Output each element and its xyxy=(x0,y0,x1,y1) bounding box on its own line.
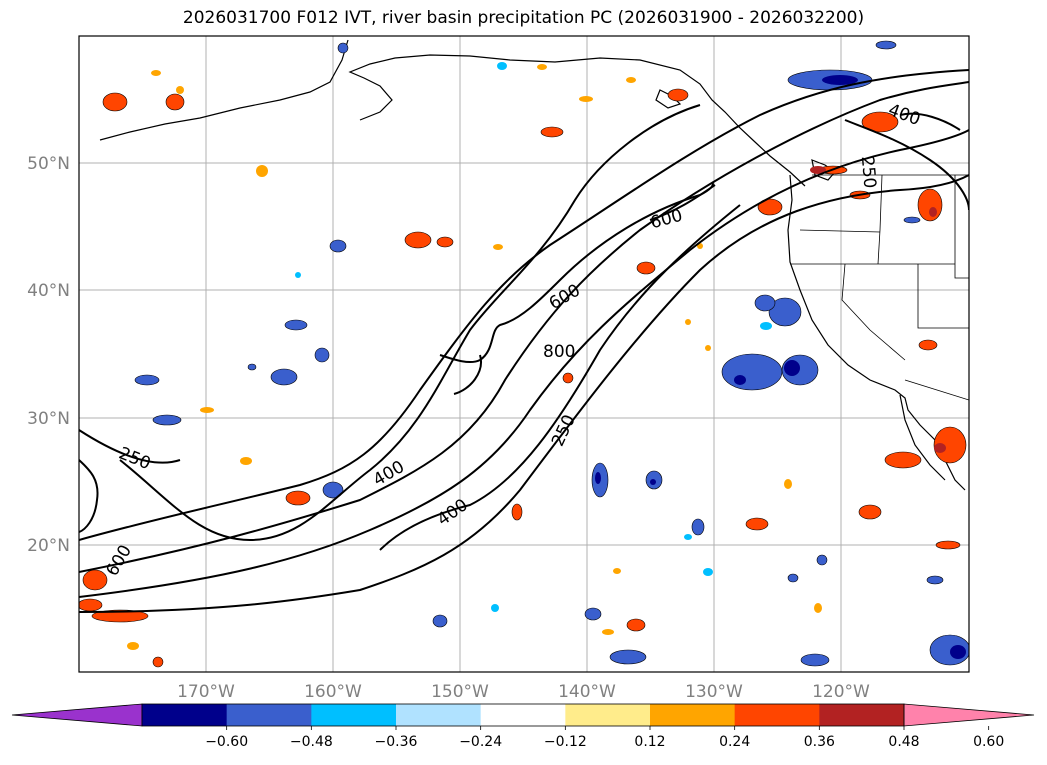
colorbar-tick-label: −0.60 xyxy=(205,734,248,750)
colorbar-tick-label: −0.48 xyxy=(290,734,333,750)
colorbar-frame xyxy=(141,703,905,727)
lon-tick-label: 150°W xyxy=(431,682,489,702)
lon-tick-label: 130°W xyxy=(685,682,743,702)
precipitation-anomaly-fill xyxy=(79,40,969,668)
map-plot-area: 250 250 250 400 400 400 600 600 600 800 xyxy=(79,36,969,672)
colorbar-segment xyxy=(480,704,566,726)
coastlines xyxy=(99,39,966,491)
colorbar-segment xyxy=(311,704,397,726)
colorbar-segment xyxy=(226,704,312,726)
colorbar-tick-label: −0.36 xyxy=(375,734,418,750)
lon-tick-label: 140°W xyxy=(558,682,616,702)
contour-label: 400 xyxy=(434,495,472,530)
map-title: 2026031700 F012 IVT, river basin precipi… xyxy=(182,8,865,28)
contour-label: 600 xyxy=(648,206,685,234)
colorbar-tick-label: 0.36 xyxy=(804,734,835,750)
colorbar-segment xyxy=(650,704,736,726)
latitude-tick-labels: 50°N 40°N 30°N 20°N xyxy=(27,154,70,556)
contour-label: 250 xyxy=(116,443,154,474)
colorbar-segment xyxy=(734,704,820,726)
colorbar-segment xyxy=(142,704,228,726)
contour-label: 800 xyxy=(543,342,575,362)
colorbar-segment xyxy=(819,704,905,726)
colorbar-segment xyxy=(565,704,651,726)
lon-tick-label: 120°W xyxy=(812,682,870,702)
colorbar-tick-label: 0.60 xyxy=(973,734,1004,750)
colorbar-tick-label: −0.24 xyxy=(459,734,502,750)
lat-tick-label: 20°N xyxy=(27,536,70,556)
lat-tick-label: 50°N xyxy=(27,154,70,174)
colorbar: −0.60 −0.48 −0.36 −0.24 −0.12 0.12 0.24 0.36 0.4… xyxy=(11,703,1035,750)
lat-tick-label: 40°N xyxy=(27,281,70,301)
colorbar-extend-low xyxy=(11,703,143,727)
colorbar-tick-label: 0.48 xyxy=(888,734,919,750)
colorbar-extend-high xyxy=(903,703,1035,727)
contour-label: 250 xyxy=(857,155,880,189)
longitude-tick-labels: 170°W 160°W 150°W 140°W 130°W 120°W xyxy=(177,682,870,702)
colorbar-segment xyxy=(396,704,482,726)
colorbar-tick-label: 0.12 xyxy=(634,734,665,750)
colorbar-tick-label: −0.12 xyxy=(544,734,587,750)
colorbar-tick-label: 0.24 xyxy=(719,734,750,750)
lon-tick-label: 170°W xyxy=(177,682,235,702)
state-borders xyxy=(790,174,969,401)
lon-tick-label: 160°W xyxy=(304,682,362,702)
ivt-contours xyxy=(79,69,969,613)
plot-frame xyxy=(78,35,970,673)
lat-tick-label: 30°N xyxy=(27,409,70,429)
